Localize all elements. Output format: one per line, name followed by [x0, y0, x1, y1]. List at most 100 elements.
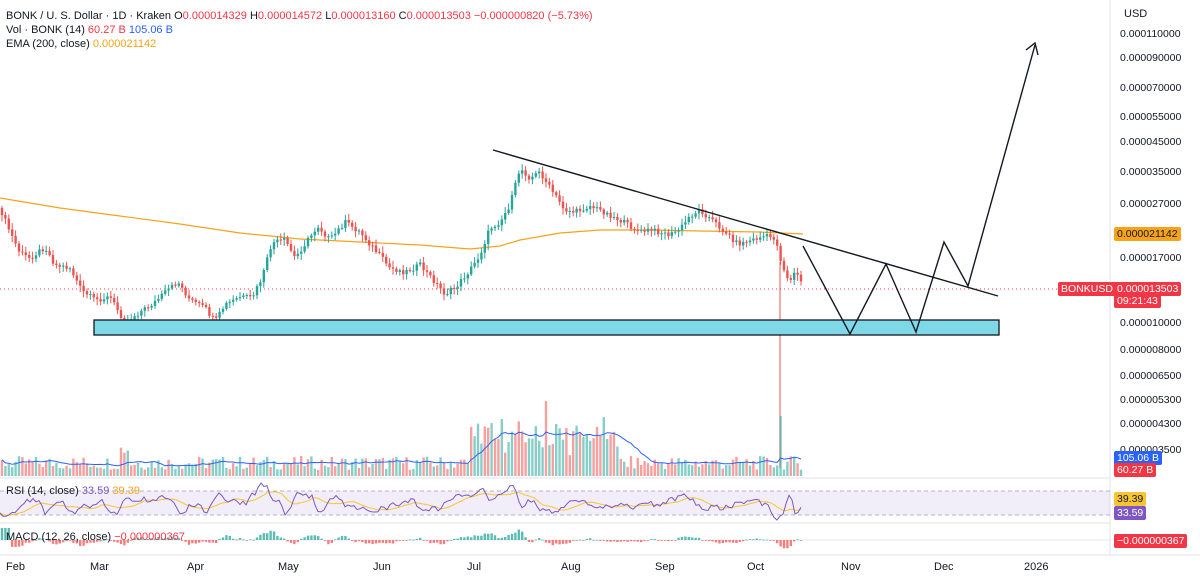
volume-bar — [402, 463, 405, 476]
macd-label[interactable]: MACD (12, 26, close) — [6, 531, 112, 543]
candle-body — [524, 170, 527, 176]
volume-ma-line — [1, 431, 802, 467]
volume-bar — [667, 463, 670, 476]
volume-bar — [242, 468, 245, 476]
open-label: O — [174, 10, 183, 22]
macd-histogram-bar — [490, 533, 493, 540]
candle-body — [211, 315, 214, 317]
time-axis-label: Feb — [6, 561, 25, 573]
volume-bar — [208, 462, 211, 476]
candle-body — [221, 308, 225, 312]
macd-histogram-bar — [667, 540, 670, 542]
macd-histogram-bar — [374, 540, 378, 544]
candle-body — [619, 220, 622, 223]
candle-body — [429, 271, 432, 276]
macd-histogram-bar — [286, 540, 289, 542]
volume-bar — [555, 424, 558, 476]
volume-bar — [439, 457, 442, 476]
volume-bar — [799, 469, 803, 476]
candle-body — [466, 274, 469, 279]
macd-histogram-bar — [235, 539, 238, 541]
volume-bar — [24, 463, 27, 476]
candle-body — [456, 286, 459, 289]
rsi-label[interactable]: RSI (14, close) — [6, 485, 79, 497]
macd-histogram-bar — [160, 538, 163, 540]
time-axis-label: 2026 — [1024, 561, 1049, 573]
candle-body — [266, 257, 269, 270]
volume-bar — [17, 456, 21, 476]
candle-body — [419, 262, 422, 265]
currency-label[interactable]: USD — [1124, 8, 1148, 20]
volume-bar — [534, 426, 537, 476]
volume-bar — [187, 463, 191, 476]
volume-bar — [398, 461, 401, 476]
volume-bar — [293, 457, 296, 476]
candle-body — [592, 206, 595, 209]
candle-body — [735, 240, 738, 243]
volume-bar — [718, 463, 721, 476]
macd-histogram-bar — [425, 540, 429, 541]
drawings[interactable] — [93, 41, 1039, 336]
volume-bar — [378, 459, 381, 476]
macd-histogram-bar — [48, 540, 51, 542]
volume-bar — [340, 458, 344, 476]
volume-bar — [470, 426, 473, 476]
candle-body — [313, 231, 316, 236]
macd-histogram-bar — [31, 540, 34, 542]
volume-bar — [463, 459, 466, 476]
candle-body — [65, 265, 68, 269]
macd-histogram-bar — [680, 537, 684, 540]
volume-bar — [48, 458, 51, 476]
volume-bar — [752, 460, 755, 476]
macd-histogram-bar — [432, 540, 435, 543]
time-axis-label: Jul — [467, 561, 482, 573]
volume-label[interactable]: Vol · BONK (14) — [6, 24, 85, 36]
candle-body — [99, 299, 102, 302]
candle-body — [21, 251, 24, 253]
macd-histogram-bar — [500, 537, 503, 540]
candle-body — [300, 251, 303, 254]
ema-label[interactable]: EMA (200, close) — [6, 38, 90, 50]
volume-bar — [109, 469, 112, 476]
candle-body — [269, 249, 272, 258]
volume-bar — [626, 466, 629, 476]
candle-body — [249, 295, 252, 297]
candle-body — [68, 268, 72, 270]
candle-body — [398, 270, 401, 272]
macd-histogram-bar — [483, 533, 486, 540]
macd-histogram-bar — [589, 538, 592, 540]
macd-histogram-bar — [184, 540, 187, 542]
macd-histogram-bar — [218, 538, 221, 540]
rsi-ma-value: 39.39 — [112, 485, 140, 497]
macd-histogram-bar — [177, 538, 180, 540]
candle-body — [765, 234, 769, 237]
candle-body — [623, 219, 626, 223]
candle-body — [85, 291, 89, 295]
symbol-title[interactable]: BONK / U. S. Dollar · 1D · Kraken — [6, 10, 172, 22]
macd-histogram-bar — [51, 540, 55, 544]
macd-histogram-bar — [442, 540, 446, 545]
descending-trendline — [492, 149, 999, 297]
candle-body — [585, 208, 588, 211]
macd-histogram-bar — [41, 538, 44, 540]
macd-histogram-bar — [507, 534, 510, 540]
ema-line — [0, 197, 804, 250]
volume-bar — [28, 459, 31, 476]
volume-bar — [602, 417, 605, 476]
volume-bar — [629, 456, 633, 476]
price-axis-label: 0.000027000 — [1120, 198, 1182, 210]
macd-histogram-bar — [364, 540, 367, 544]
candle-body — [425, 270, 429, 272]
candle-body — [459, 278, 463, 287]
high-value: 0.000014572 — [257, 10, 323, 22]
macd-histogram-bar — [493, 535, 497, 540]
volume-bar — [711, 460, 714, 476]
volume-bar — [677, 458, 680, 476]
rsi-ma-tag: 39.39 — [1114, 492, 1147, 506]
macd-histogram-bar — [157, 537, 160, 540]
volume-bar — [194, 463, 197, 476]
volume-bar — [578, 433, 582, 476]
macd-histogram-bar — [119, 540, 123, 545]
macd-histogram-bar — [0, 528, 4, 540]
